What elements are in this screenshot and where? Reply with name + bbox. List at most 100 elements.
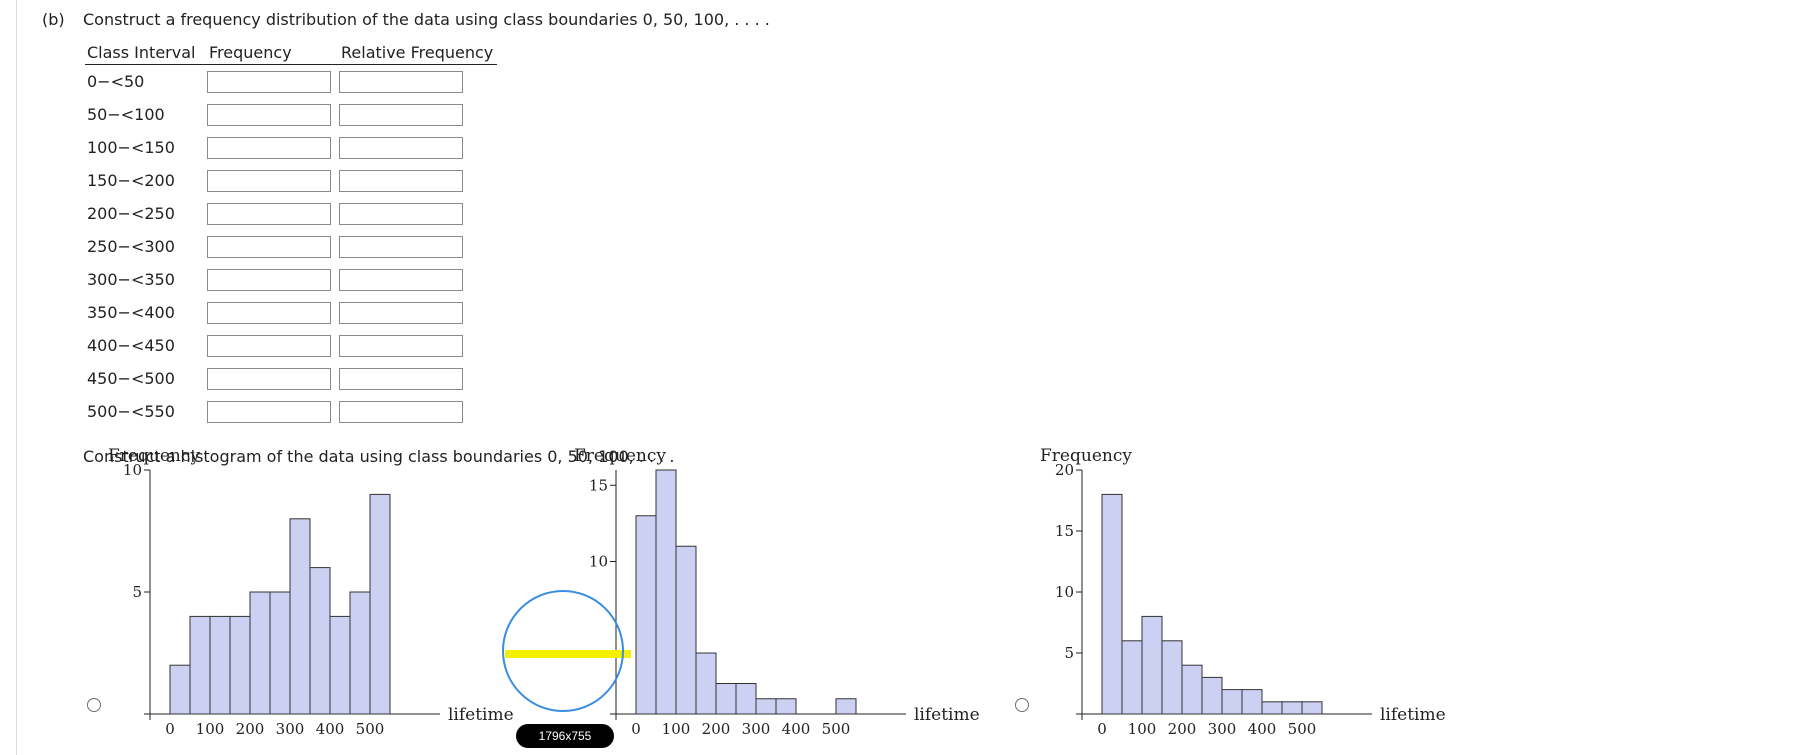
table-row: 300−<350	[85, 263, 497, 296]
frequency-cell	[207, 197, 339, 230]
class-interval-label: 50−<100	[87, 105, 165, 124]
x-tick-label: 500	[822, 720, 851, 738]
x-tick-label: 300	[1208, 720, 1237, 738]
histogram-bar	[1261, 701, 1283, 715]
histogram-bar	[1281, 701, 1303, 715]
x-tick-label: 0	[165, 720, 175, 738]
frequency-cell	[207, 98, 339, 131]
relative-frequency-input[interactable]	[339, 334, 463, 357]
histogram-bar	[1221, 689, 1243, 715]
relative-frequency-cell	[339, 65, 497, 99]
radio-option-a[interactable]	[87, 698, 101, 712]
x-tick-label: 0	[631, 720, 641, 738]
x-tick-label: 500	[356, 720, 385, 738]
frequency-input[interactable]	[207, 268, 331, 291]
histogram-bar	[775, 698, 797, 715]
magnifier-lens	[502, 590, 624, 712]
histogram-bar	[369, 493, 391, 715]
header-frequency: Frequency	[207, 42, 339, 65]
relative-frequency-cell	[339, 164, 497, 197]
relative-frequency-cell	[339, 131, 497, 164]
relative-frequency-input[interactable]	[339, 400, 463, 423]
frequency-input[interactable]	[207, 103, 331, 126]
class-interval-label: 200−<250	[87, 204, 175, 223]
frequency-input[interactable]	[207, 70, 331, 93]
histogram-bar	[349, 591, 371, 715]
class-interval-label: 100−<150	[87, 138, 175, 157]
y-tick-label: 5	[132, 583, 142, 601]
relative-frequency-input[interactable]	[339, 202, 463, 225]
frequency-input[interactable]	[207, 301, 331, 324]
relative-frequency-cell	[339, 329, 497, 362]
frequency-input[interactable]	[207, 235, 331, 258]
table-row: 450−<500	[85, 362, 497, 395]
histogram-bar	[269, 591, 291, 715]
table-row: 50−<100	[85, 98, 497, 131]
table-prompt: Construct a frequency distribution of th…	[83, 10, 770, 29]
radio-option-c[interactable]	[1015, 698, 1029, 712]
histogram-bar	[289, 518, 311, 715]
frequency-cell	[207, 65, 339, 99]
table-row: 100−<150	[85, 131, 497, 164]
relative-frequency-input[interactable]	[339, 103, 463, 126]
frequency-input[interactable]	[207, 202, 331, 225]
relative-frequency-input[interactable]	[339, 136, 463, 159]
histogram-bar	[1121, 640, 1143, 715]
table-row: 400−<450	[85, 329, 497, 362]
relative-frequency-input[interactable]	[339, 268, 463, 291]
histogram-prompt: Construct a histogram of the data using …	[83, 447, 675, 466]
relative-frequency-cell	[339, 263, 497, 296]
relative-frequency-cell	[339, 296, 497, 329]
histogram-bar	[675, 545, 697, 715]
header-relative-frequency: Relative Frequency	[339, 42, 498, 65]
x-tick-label: 200	[236, 720, 265, 738]
x-axis-title: lifetime	[448, 705, 514, 725]
y-tick-label: 10	[1055, 583, 1074, 601]
class-interval-label: 450−<500	[87, 369, 175, 388]
x-tick-label: 0	[1097, 720, 1107, 738]
class-interval-label: 500−<550	[87, 402, 175, 421]
table-row: 250−<300	[85, 230, 497, 263]
table-row: 500−<550	[85, 395, 497, 428]
class-interval-label: 150−<200	[87, 171, 175, 190]
x-tick-label: 200	[702, 720, 731, 738]
x-axis-title: lifetime	[914, 705, 980, 725]
table-row: 200−<250	[85, 197, 497, 230]
frequency-input[interactable]	[207, 400, 331, 423]
histogram-bar	[655, 469, 677, 715]
y-axis-title: Frequency	[108, 446, 200, 466]
y-axis-title: Frequency	[574, 446, 666, 466]
x-tick-label: 400	[782, 720, 811, 738]
frequency-table: Class Interval Frequency Relative Freque…	[85, 42, 498, 429]
x-tick-label: 300	[742, 720, 771, 738]
relative-frequency-input[interactable]	[339, 367, 463, 390]
class-interval-label: 0−<50	[87, 72, 145, 91]
histogram-bar	[189, 615, 211, 715]
table-row: 150−<200	[85, 164, 497, 197]
y-tick-label: 10	[589, 553, 608, 571]
frequency-input[interactable]	[207, 169, 331, 192]
x-axis-title: lifetime	[1380, 705, 1446, 725]
frequency-cell	[207, 263, 339, 296]
frequency-input[interactable]	[207, 367, 331, 390]
table-body: 0−<50 50−<100 100−<150 150−<200 200−<250 250−…	[85, 65, 497, 429]
histogram-bar	[755, 698, 777, 715]
relative-frequency-input[interactable]	[339, 301, 463, 324]
x-tick-label: 300	[276, 720, 305, 738]
x-tick-label: 100	[1128, 720, 1157, 738]
frequency-input[interactable]	[207, 334, 331, 357]
header-class-interval: Class Interval	[85, 42, 207, 65]
relative-frequency-input[interactable]	[339, 70, 463, 93]
table-row: 350−<400	[85, 296, 497, 329]
histogram-bar	[1201, 676, 1223, 715]
frequency-input[interactable]	[207, 136, 331, 159]
relative-frequency-input[interactable]	[339, 169, 463, 192]
histogram-bar	[1181, 664, 1203, 715]
y-tick-label: 15	[1055, 522, 1074, 540]
table-row: 0−<50	[85, 65, 497, 99]
frequency-cell	[207, 230, 339, 263]
histogram-bar	[309, 567, 331, 715]
left-margin-rule	[16, 0, 17, 755]
relative-frequency-input[interactable]	[339, 235, 463, 258]
histogram-bar	[249, 591, 271, 715]
